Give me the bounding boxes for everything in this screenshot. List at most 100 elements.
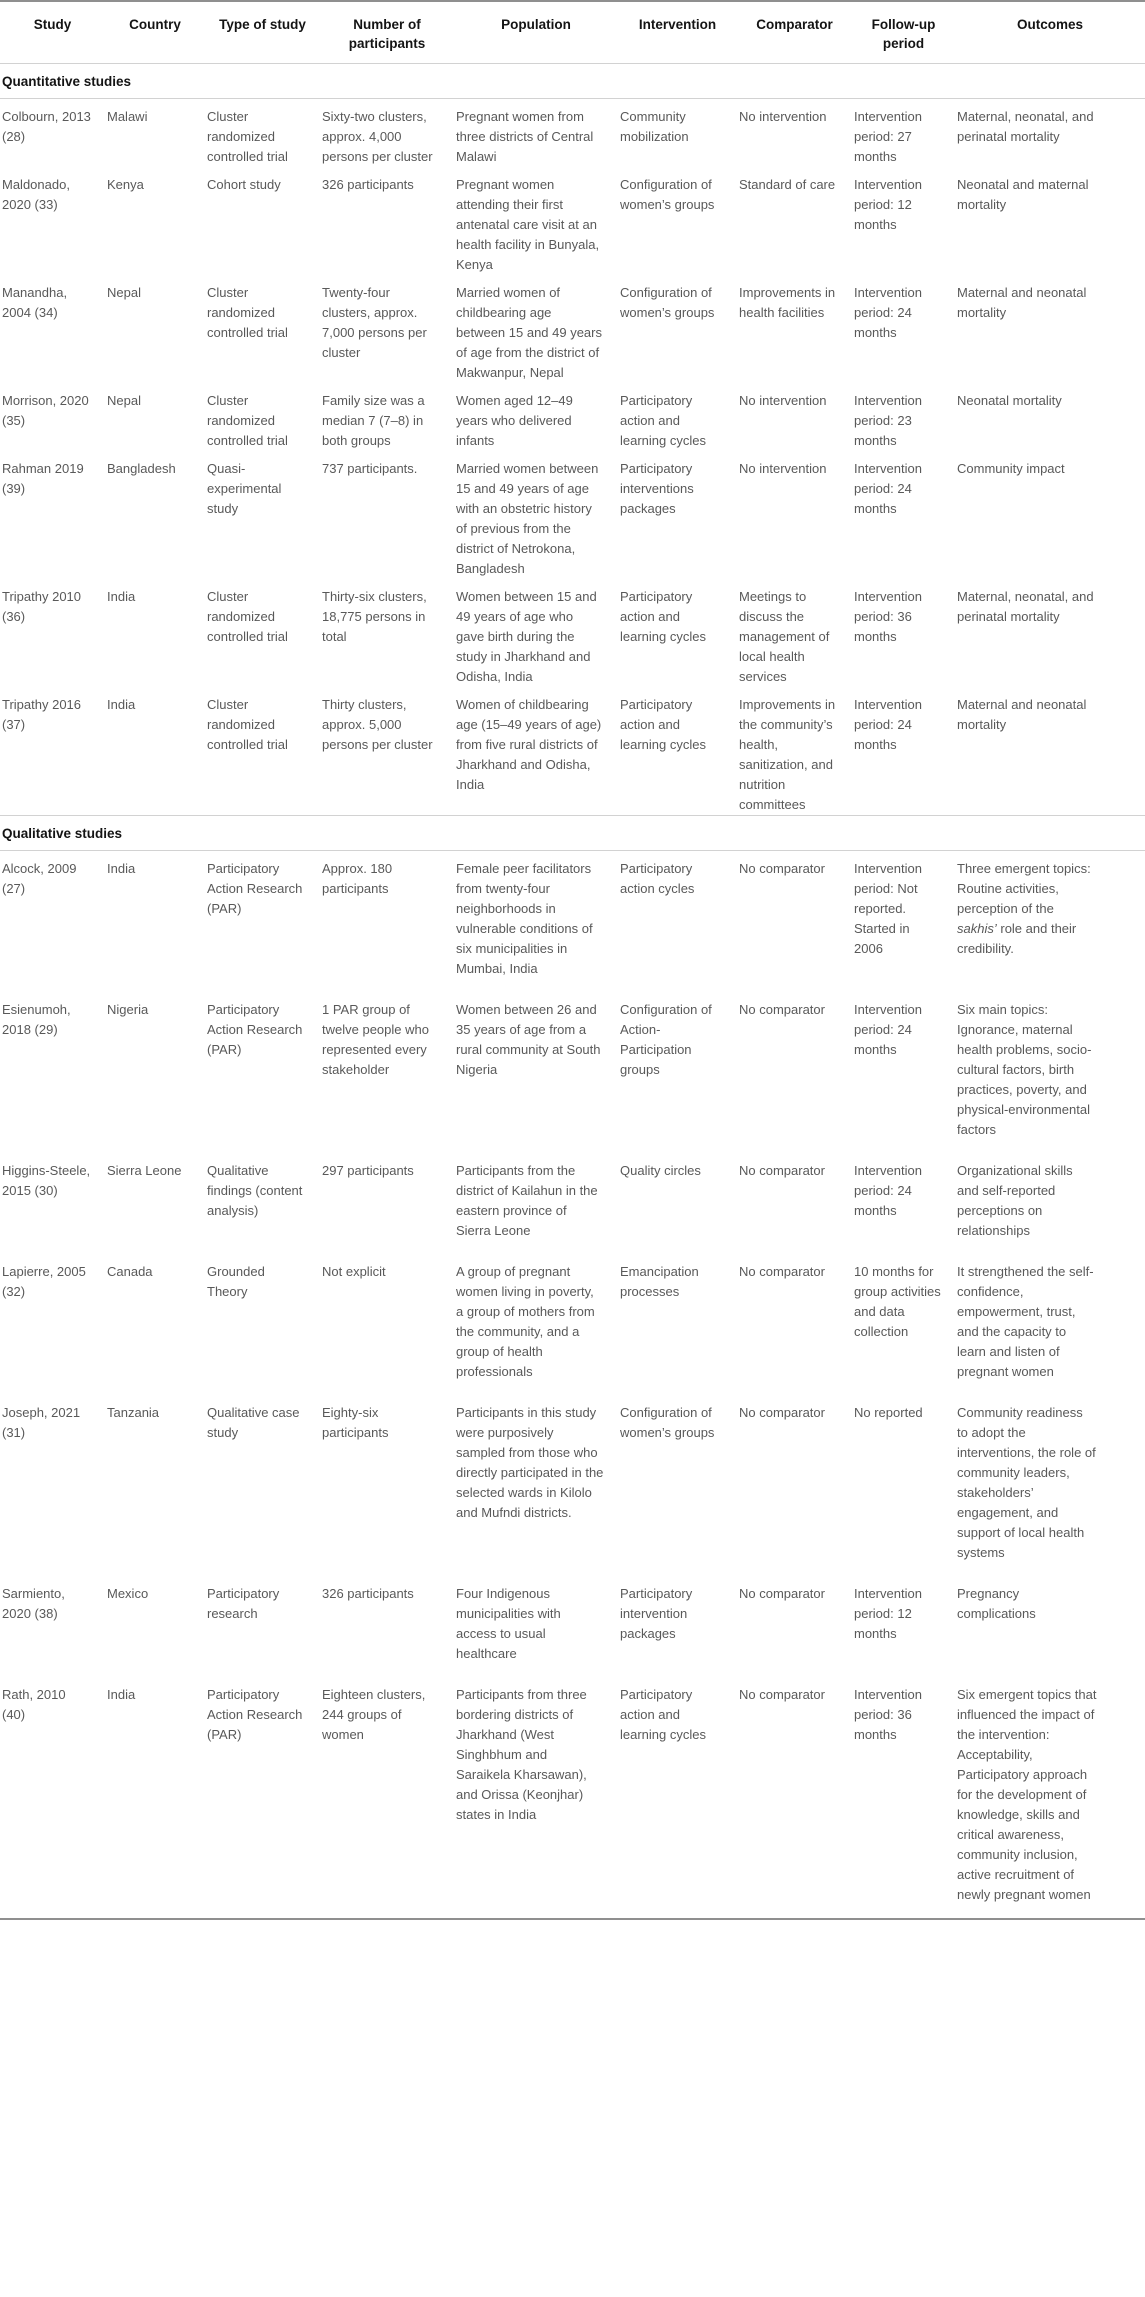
- cell-participants: Eighty-six participants: [322, 1405, 389, 1440]
- cell-intervention: Community mobilization: [620, 109, 689, 144]
- column-header-country: Country: [105, 1, 205, 64]
- cell-participants: 737 participants.: [322, 461, 418, 476]
- cell-country: India: [107, 697, 136, 712]
- cell-participants: Family size was a median 7 (7–8) in both…: [322, 393, 425, 448]
- cell-comparator: No intervention: [739, 393, 827, 408]
- cell-type-of-study: Participatory research: [207, 1586, 280, 1621]
- cell-type-of-study: Grounded Theory: [207, 1264, 265, 1299]
- column-header-intervention: Intervention: [618, 1, 737, 64]
- cell-study: Tripathy 2010 (36): [2, 589, 82, 624]
- cell-comparator: No comparator: [739, 1002, 825, 1017]
- cell-follow-up: Intervention period: 23 months: [854, 393, 922, 448]
- table-row: Rahman 2019 (39) Bangladesh Quasi-experime…: [0, 451, 1145, 579]
- cell-type-of-study: Participatory Action Research (PAR): [207, 861, 303, 916]
- cell-population: Women aged 12–49 years who delivered inf…: [456, 393, 573, 448]
- section-title: Qualitative studies: [0, 815, 1145, 851]
- cell-study: Sarmiento, 2020 (38): [2, 1586, 65, 1621]
- cell-study: Colbourn, 2013 (28): [2, 109, 91, 144]
- cell-country: Bangladesh: [107, 461, 176, 476]
- cell-country: Malawi: [107, 109, 148, 124]
- cell-population: Pregnant women attending their first ant…: [456, 177, 600, 272]
- column-header-participants: Number of participants: [320, 1, 454, 64]
- cell-type-of-study: Participatory Action Research (PAR): [207, 1002, 303, 1057]
- cell-type-of-study: Cohort study: [207, 177, 281, 192]
- cell-population: Four Indigenous municipalities with acce…: [456, 1586, 561, 1661]
- cell-intervention: Participatory action and learning cycles: [620, 393, 706, 448]
- cell-participants: Not explicit: [322, 1264, 386, 1279]
- cell-country: Sierra Leone: [107, 1163, 182, 1178]
- cell-intervention: Participatory action and learning cycles: [620, 589, 706, 644]
- table-row: Maldonado, 2020 (33) Kenya Cohort study 326…: [0, 167, 1145, 275]
- cell-comparator: No comparator: [739, 1405, 825, 1420]
- column-header-follow-up: Follow-up period: [852, 1, 955, 64]
- cell-intervention: Configuration of women’s groups: [620, 177, 715, 212]
- cell-outcomes: Maternal, neonatal, and perinatal mortal…: [957, 109, 1094, 144]
- cell-intervention: Participatory interventions packages: [620, 461, 694, 516]
- cell-follow-up: Intervention period: 24 months: [854, 285, 922, 340]
- cell-participants: Eighteen clusters, 244 groups of women: [322, 1687, 426, 1742]
- cell-country: Nigeria: [107, 1002, 149, 1017]
- cell-participants: Thirty-six clusters, 18,775 persons in t…: [322, 589, 427, 644]
- section-title: Quantitative studies: [0, 63, 1145, 99]
- cell-study: Higgins-Steele, 2015 (30): [2, 1163, 91, 1198]
- cell-participants: Thirty clusters, approx. 5,000 persons p…: [322, 697, 433, 752]
- cell-study: Rahman 2019 (39): [2, 461, 84, 496]
- cell-study: Joseph, 2021 (31): [2, 1405, 81, 1440]
- cell-follow-up: Intervention period: 24 months: [854, 697, 922, 752]
- cell-follow-up: Intervention period: 24 months: [854, 1163, 922, 1218]
- cell-country: India: [107, 861, 136, 876]
- column-header-type-of-study: Type of study: [205, 1, 320, 64]
- cell-study: Manandha, 2004 (34): [2, 285, 68, 320]
- section-header-qualitative: Qualitative studies: [0, 815, 1145, 851]
- table-row: Colbourn, 2013 (28) Malawi Cluster randomi…: [0, 99, 1145, 168]
- cell-type-of-study: Cluster randomized controlled trial: [207, 109, 288, 164]
- cell-outcomes: Six emergent topics that influenced the …: [957, 1687, 1097, 1902]
- cell-type-of-study: Cluster randomized controlled trial: [207, 393, 288, 448]
- cell-comparator: No comparator: [739, 1687, 825, 1702]
- table-row: Rath, 2010 (40) India Participatory Action…: [0, 1677, 1145, 1919]
- cell-type-of-study: Cluster randomized controlled trial: [207, 697, 288, 752]
- cell-intervention: Quality circles: [620, 1163, 701, 1178]
- cell-outcomes: Community readiness to adopt the interve…: [957, 1405, 1096, 1560]
- table-row: Lapierre, 2005 (32) Canada Grounded Theory…: [0, 1254, 1145, 1395]
- cell-population: Married women of childbearing age betwee…: [456, 285, 602, 380]
- cell-participants: 326 participants: [322, 177, 414, 192]
- cell-country: Canada: [107, 1264, 153, 1279]
- cell-follow-up: Intervention period: 24 months: [854, 1002, 922, 1057]
- cell-participants: 297 participants: [322, 1163, 414, 1178]
- cell-population: Female peer facilitators from twenty-fou…: [456, 861, 593, 976]
- table-row: Morrison, 2020 (35) Nepal Cluster randomiz…: [0, 383, 1145, 451]
- cell-outcomes: Community impact: [957, 461, 1065, 476]
- table-row: Tripathy 2010 (36) India Cluster randomize…: [0, 579, 1145, 687]
- cell-country: Kenya: [107, 177, 144, 192]
- cell-population: Participants from the district of Kailah…: [456, 1163, 598, 1238]
- cell-population: Women between 15 and 49 years of age who…: [456, 589, 597, 684]
- table-row: Sarmiento, 2020 (38) Mexico Participatory …: [0, 1576, 1145, 1677]
- cell-comparator: No comparator: [739, 1163, 825, 1178]
- cell-outcomes: Maternal and neonatal mortality: [957, 697, 1087, 732]
- column-header-study: Study: [0, 1, 105, 64]
- cell-outcomes: Pregnancy complications: [957, 1586, 1036, 1621]
- cell-outcomes: Organizational skills and self-reported …: [957, 1163, 1073, 1238]
- cell-study: Esienumoh, 2018 (29): [2, 1002, 71, 1037]
- cell-country: Tanzania: [107, 1405, 160, 1420]
- cell-outcomes: Maternal and neonatal mortality: [957, 285, 1087, 320]
- cell-intervention: Configuration of women’s groups: [620, 1405, 715, 1440]
- cell-country: India: [107, 1687, 136, 1702]
- cell-country: Nepal: [107, 393, 141, 408]
- cell-population: A group of pregnant women living in pove…: [456, 1264, 595, 1379]
- cell-population: Married women between 15 and 49 years of…: [456, 461, 599, 576]
- cell-intervention: Configuration of Action-Participation gr…: [620, 1002, 712, 1077]
- column-header-population: Population: [454, 1, 618, 64]
- cell-follow-up: 10 months for group activities and data …: [854, 1264, 941, 1339]
- cell-outcomes: Three emergent topics: Routine activitie…: [957, 861, 1091, 956]
- cell-outcomes: Neonatal mortality: [957, 393, 1062, 408]
- studies-table: Study Country Type of study Number of parti…: [0, 0, 1145, 1920]
- cell-study: Maldonado, 2020 (33): [2, 177, 70, 212]
- cell-type-of-study: Qualitative case study: [207, 1405, 300, 1440]
- cell-follow-up: Intervention period: 12 months: [854, 1586, 922, 1641]
- cell-population: Women of childbearing age (15–49 years o…: [456, 697, 602, 792]
- cell-follow-up: Intervention period: Not reported. Start…: [854, 861, 922, 956]
- section-header-quantitative: Quantitative studies: [0, 63, 1145, 99]
- cell-participants: Approx. 180 participants: [322, 861, 393, 896]
